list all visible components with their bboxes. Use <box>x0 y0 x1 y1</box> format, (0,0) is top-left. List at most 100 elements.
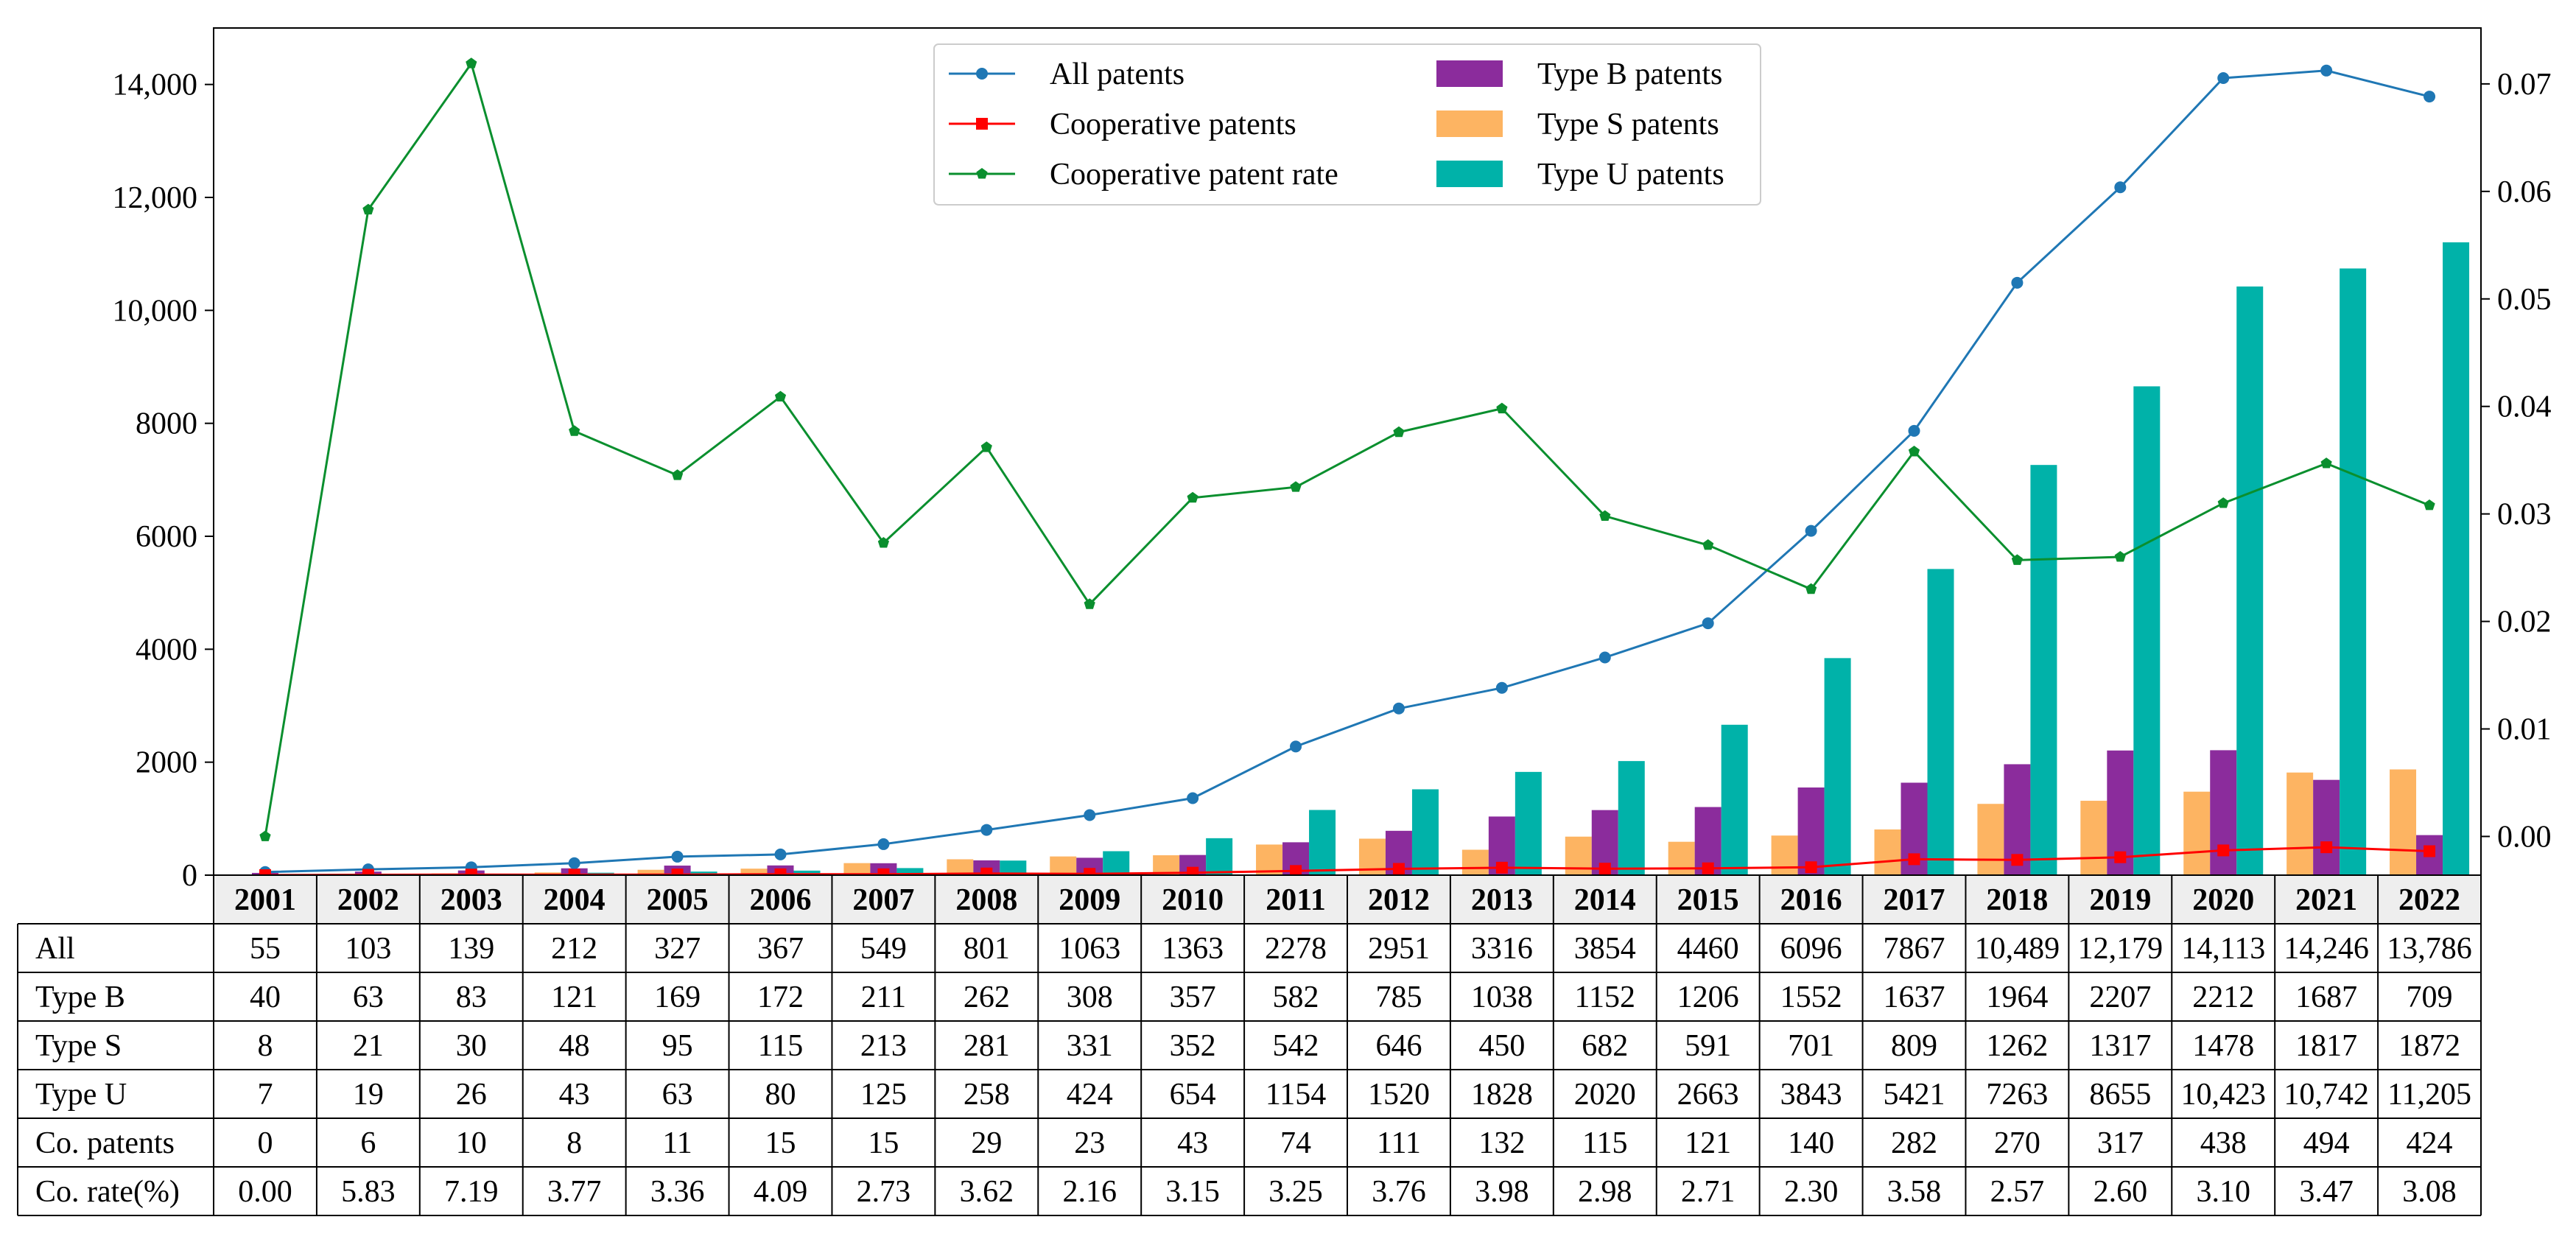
point-rate-2014 <box>1599 510 1611 521</box>
table-cell-1-2017: 1637 <box>1884 980 1945 1014</box>
table-year-2006: 2006 <box>750 883 812 917</box>
right-tick-label-1: 0.01 <box>2497 713 2552 747</box>
table-cell-5-2021: 3.47 <box>2299 1175 2354 1209</box>
point-all-2022 <box>2424 91 2436 103</box>
table-year-2009: 2009 <box>1059 883 1120 917</box>
bar-type_s-2021 <box>2287 772 2314 875</box>
table-year-2020: 2020 <box>2192 883 2254 917</box>
bar-type_s-2017 <box>1874 829 1901 875</box>
table-year-2021: 2021 <box>2295 883 2357 917</box>
point-coop-2018 <box>2011 854 2024 866</box>
point-all-2018 <box>2011 276 2024 289</box>
table-year-2018: 2018 <box>1986 883 2048 917</box>
bar-type_u-2022 <box>2443 242 2470 875</box>
table-cell-2-2021: 1817 <box>2295 1029 2357 1063</box>
table-cell-4-2008: 29 <box>971 1126 1002 1160</box>
point-coop-2011 <box>1290 865 1302 877</box>
bar-type_u-2015 <box>1721 724 1748 875</box>
point-coop-2013 <box>1495 861 1508 874</box>
table-cell-1-2006: 172 <box>757 980 804 1014</box>
table-cell-1-2003: 83 <box>456 980 487 1014</box>
point-rate-2018 <box>2011 554 2023 565</box>
bar-type_b-2009 <box>1076 857 1103 875</box>
table-cell-0-2015: 4460 <box>1677 932 1739 966</box>
point-rate-2007 <box>877 537 889 548</box>
table-cell-1-2009: 308 <box>1067 980 1113 1014</box>
bar-type_s-2016 <box>1771 835 1798 875</box>
table-cell-3-2006: 80 <box>765 1078 796 1112</box>
bar-type_u-2019 <box>2133 386 2161 875</box>
point-all-2004 <box>568 857 580 869</box>
table-row-label-1: Type B <box>35 980 125 1014</box>
point-all-2016 <box>1805 524 1817 537</box>
bar-type_s-2006 <box>740 869 768 875</box>
table-cell-3-2021: 10,742 <box>2284 1078 2369 1112</box>
table-cell-0-2017: 7867 <box>1884 932 1945 966</box>
table-cell-3-2018: 7263 <box>1986 1078 2048 1112</box>
table-row-label-4: Co. patents <box>35 1126 175 1160</box>
bar-type_s-2005 <box>637 869 664 875</box>
table-cell-0-2013: 3316 <box>1471 932 1533 966</box>
point-rate-2009 <box>1084 598 1095 609</box>
right-tick-label-7: 0.07 <box>2497 68 2552 102</box>
left-tick-label-8000: 8000 <box>136 407 197 441</box>
point-all-2009 <box>1084 809 1096 821</box>
table-row-label-3: Type U <box>35 1078 127 1112</box>
point-all-2020 <box>2217 72 2230 85</box>
table-year-2003: 2003 <box>441 883 502 917</box>
table-cell-0-2005: 327 <box>654 932 701 966</box>
table-cell-5-2009: 2.16 <box>1062 1175 1117 1209</box>
legend-swatch-bar-5 <box>1436 161 1503 187</box>
table-cell-3-2016: 3843 <box>1780 1078 1842 1112</box>
right-tick-label-6: 0.06 <box>2497 175 2552 209</box>
table-cell-0-2004: 212 <box>551 932 597 966</box>
table-cell-4-2006: 15 <box>765 1126 796 1160</box>
table-cell-0-2008: 801 <box>964 932 1010 966</box>
table-cell-1-2002: 63 <box>353 980 384 1014</box>
table-cell-2-2010: 352 <box>1170 1029 1216 1063</box>
point-all-2010 <box>1187 792 1199 804</box>
table-cell-3-2011: 1154 <box>1266 1078 1326 1112</box>
legend-marker-4 <box>976 168 988 179</box>
bar-type_s-2009 <box>1050 856 1077 875</box>
legend-label-3: Type S patents <box>1537 108 1719 141</box>
bar-type_u-2007 <box>896 868 924 875</box>
point-all-2019 <box>2114 181 2127 194</box>
point-all-2021 <box>2320 64 2333 77</box>
table-cell-1-2016: 1552 <box>1780 980 1842 1014</box>
point-coop-2015 <box>1702 862 1714 874</box>
point-all-2005 <box>671 850 684 863</box>
bar-type_s-2011 <box>1256 844 1283 875</box>
table-cell-4-2015: 121 <box>1685 1126 1731 1160</box>
table-year-2015: 2015 <box>1677 883 1739 917</box>
table-cell-4-2009: 23 <box>1074 1126 1105 1160</box>
point-rate-2021 <box>2320 457 2332 469</box>
right-tick-label-0: 0.00 <box>2497 820 2552 854</box>
bar-type_u-2006 <box>793 870 821 875</box>
table-cell-4-2014: 115 <box>1582 1126 1627 1160</box>
table-cell-5-2003: 7.19 <box>444 1175 499 1209</box>
table-cell-0-2019: 12,179 <box>2078 932 2163 966</box>
table-cell-5-2010: 3.15 <box>1165 1175 1220 1209</box>
table-cell-2-2012: 646 <box>1375 1029 1422 1063</box>
table-cell-4-2019: 317 <box>2097 1126 2144 1160</box>
point-rate-2002 <box>362 203 374 215</box>
table-cell-4-2005: 11 <box>662 1126 692 1160</box>
bar-type_u-2018 <box>2030 465 2057 875</box>
table-cell-3-2015: 2663 <box>1677 1078 1739 1112</box>
table-cell-1-2022: 709 <box>2407 980 2453 1014</box>
table-cell-5-2005: 3.36 <box>650 1175 705 1209</box>
table-cell-4-2007: 15 <box>868 1126 899 1160</box>
table-cell-4-2017: 282 <box>1891 1126 1937 1160</box>
point-all-2007 <box>877 838 890 850</box>
table-cell-0-2022: 13,786 <box>2387 932 2472 966</box>
bar-type_b-2021 <box>2313 779 2340 875</box>
table-cell-5-2022: 3.08 <box>2402 1175 2457 1209</box>
table-cell-2-2008: 281 <box>964 1029 1010 1063</box>
point-coop-2016 <box>1805 861 1817 874</box>
point-all-2017 <box>1908 424 1920 437</box>
point-rate-2020 <box>2217 497 2229 508</box>
bar-type_u-2016 <box>1824 658 1851 875</box>
table-year-2002: 2002 <box>337 883 399 917</box>
point-all-2006 <box>774 848 787 860</box>
